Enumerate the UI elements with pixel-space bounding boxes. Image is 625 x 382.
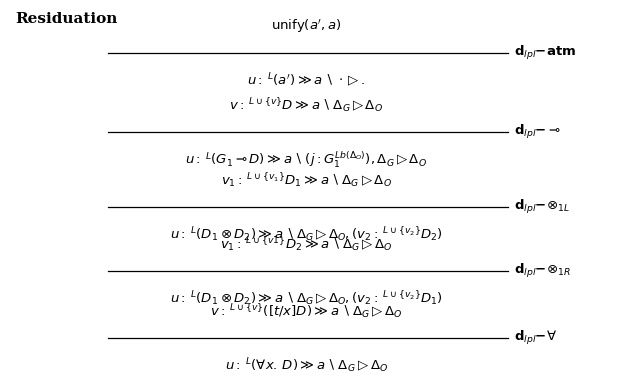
Text: $\mathbf{d}_{lpl}\mathbf{-}{\otimes}_{1R}$: $\mathbf{d}_{lpl}\mathbf{-}{\otimes}_{1R… [514, 262, 571, 280]
Text: Residuation: Residuation [15, 12, 118, 26]
Text: $\mathbf{d}_{lpl}\mathbf{-}{\forall}$: $\mathbf{d}_{lpl}\mathbf{-}{\forall}$ [514, 329, 557, 347]
Text: $u :\, {}^{L}(D_1 \otimes D_2) \gg a \setminus \Delta_G \triangleright \Delta_O,: $u :\, {}^{L}(D_1 \otimes D_2) \gg a \se… [170, 225, 442, 243]
Text: $\mathbf{d}_{lpl}\mathbf{-atm}$: $\mathbf{d}_{lpl}\mathbf{-atm}$ [514, 44, 576, 62]
Text: $u :\, {}^{L}(D_1 \otimes D_2) \gg a \setminus \Delta_G \triangleright \Delta_O,: $u :\, {}^{L}(D_1 \otimes D_2) \gg a \se… [170, 288, 442, 306]
Text: $\mathbf{d}_{lpl}\mathbf{-}{\otimes}_{1L}$: $\mathbf{d}_{lpl}\mathbf{-}{\otimes}_{1L… [514, 198, 569, 216]
Text: $u :\, {}^{L}(a^{\prime}) \gg a \setminus \cdot \triangleright.$: $u :\, {}^{L}(a^{\prime}) \gg a \setminu… [248, 71, 365, 89]
Text: $\mathbf{d}_{lpl}\mathbf{-}{\multimap}$: $\mathbf{d}_{lpl}\mathbf{-}{\multimap}$ [514, 123, 561, 141]
Text: $u :\, {}^{L}(G_1 \multimap D) \gg a \setminus (j : G_1^{Lb(\Delta_O)}), \Delta_: $u :\, {}^{L}(G_1 \multimap D) \gg a \se… [185, 150, 428, 170]
Text: $v_1 :\, {}^{L\cup\{v_1\}} D_1 \gg a \setminus \Delta_G \triangleright \Delta_O$: $v_1 :\, {}^{L\cup\{v_1\}} D_1 \gg a \se… [221, 171, 392, 189]
Text: $u :\, {}^{L}(\forall x.\, D) \gg a \setminus \Delta_G \triangleright \Delta_O$: $u :\, {}^{L}(\forall x.\, D) \gg a \set… [225, 356, 388, 375]
Text: $v_1 :\, {}^{L\cup\{v1\}} D_2 \gg a \setminus \Delta_G \triangleright \Delta_O$: $v_1 :\, {}^{L\cup\{v1\}} D_2 \gg a \set… [220, 235, 392, 253]
Text: $v :\, {}^{L\cup\{v\}}([t/x]D) \gg a \setminus \Delta_G \triangleright \Delta_O$: $v :\, {}^{L\cup\{v\}}([t/x]D) \gg a \se… [210, 302, 402, 320]
Text: $v :\, {}^{L\cup\{v\}} D \gg a \setminus \Delta_G \triangleright \Delta_O$: $v :\, {}^{L\cup\{v\}} D \gg a \setminus… [229, 96, 383, 114]
Text: $\mathrm{unify}(a^{\prime}, a)$: $\mathrm{unify}(a^{\prime}, a)$ [271, 18, 342, 36]
